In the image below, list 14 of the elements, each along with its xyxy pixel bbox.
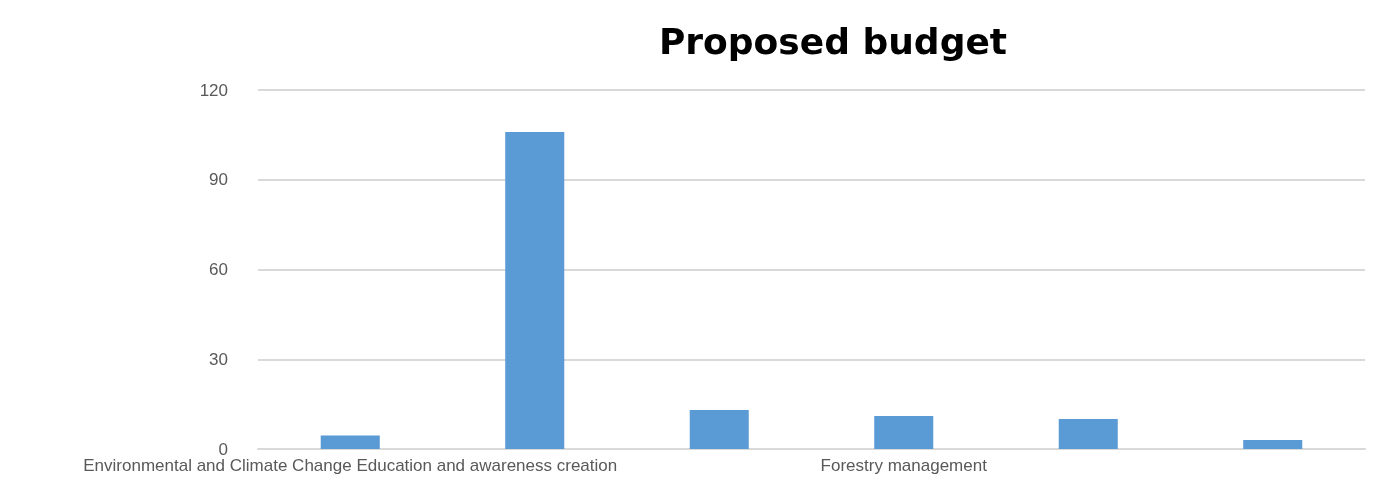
y-tick-label: 30: [209, 349, 228, 369]
bar: [320, 435, 380, 449]
y-tick-label: 0: [218, 439, 228, 459]
x-tick-label: Forestry management: [820, 456, 988, 475]
bar: [1243, 440, 1303, 449]
x-tick-label: Environmental and Climate Change Education and awareness creation: [83, 456, 618, 475]
bar: [1058, 419, 1118, 449]
bar: [874, 416, 934, 449]
y-tick-label: 60: [209, 260, 228, 279]
bar: [689, 410, 749, 449]
y-tick-label: 120: [199, 80, 228, 100]
bar: [505, 131, 565, 449]
chart-title: Proposed budget: [658, 20, 1008, 62]
y-tick-label: 90: [209, 170, 228, 190]
